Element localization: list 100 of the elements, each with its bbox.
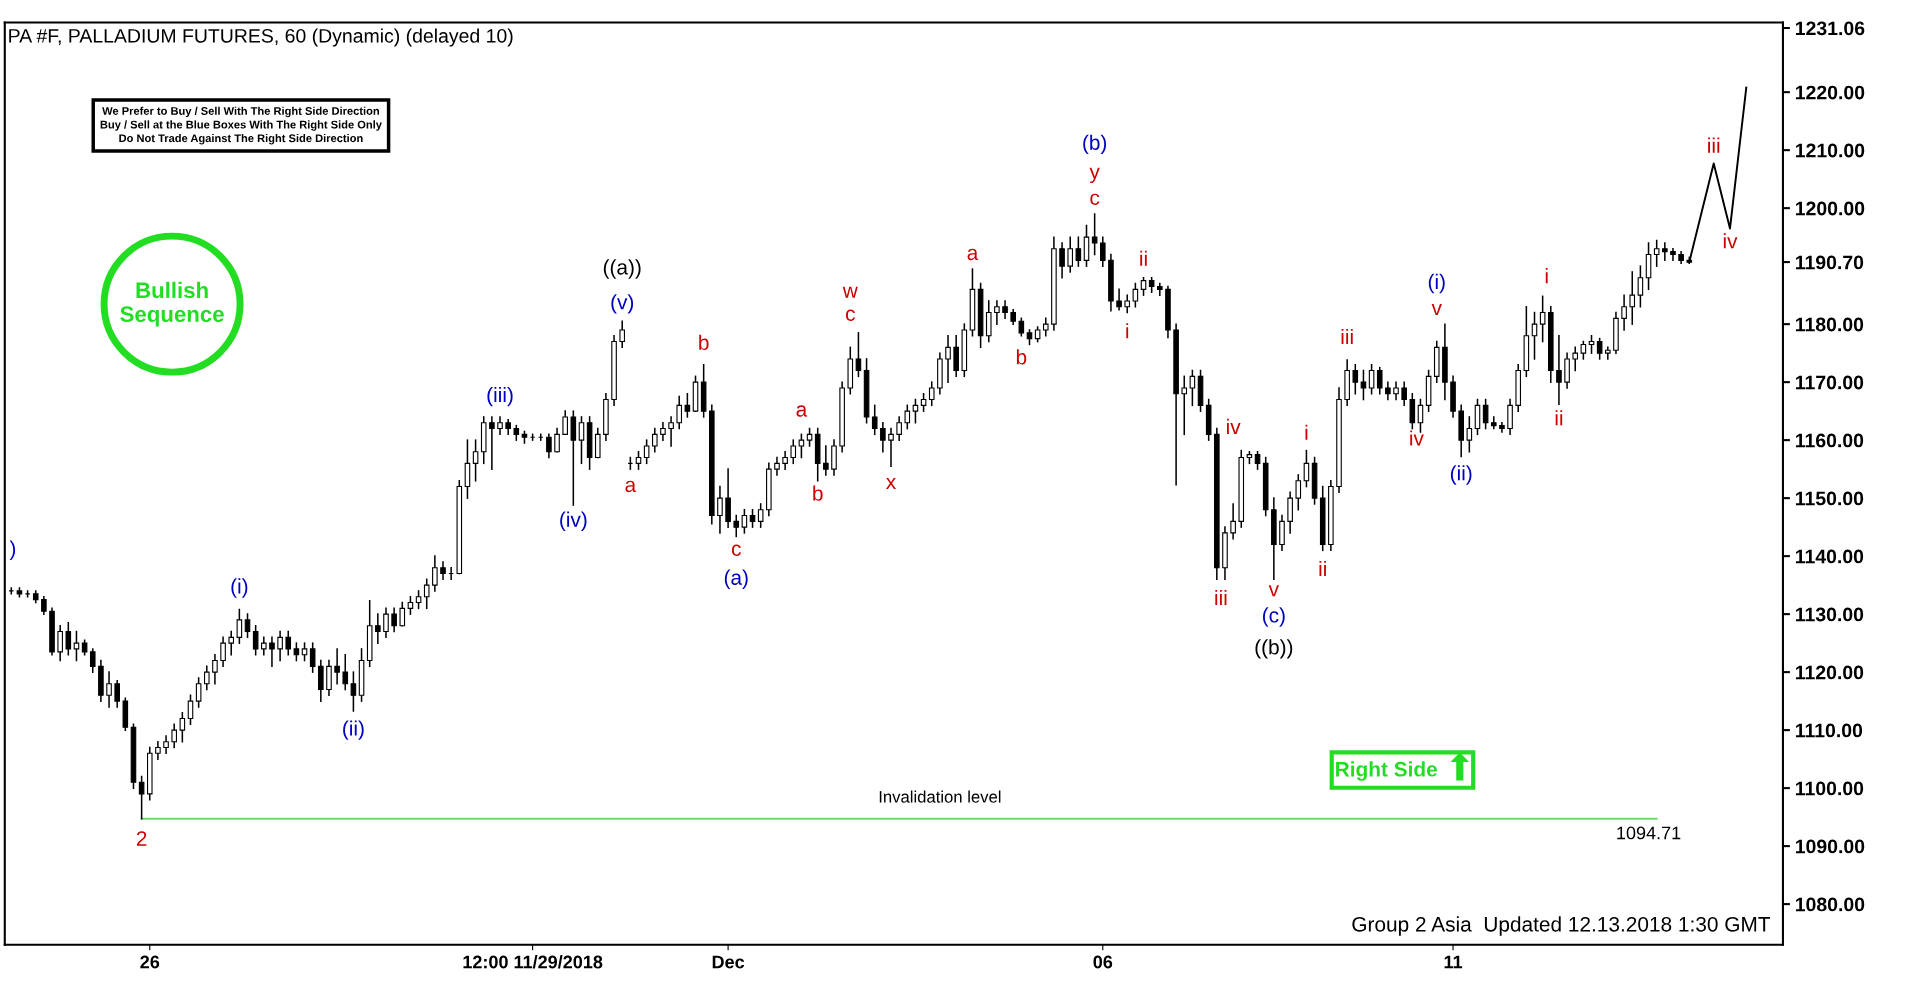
annotation: (iv) <box>560 511 587 532</box>
candlestick <box>236 608 243 644</box>
chart-title: PA #F, PALLADIUM FUTURES, 60 (Dynamic) (delayed 10) <box>9 28 513 47</box>
candlestick <box>65 622 72 656</box>
annotation: Right Side <box>1336 761 1437 781</box>
candlestick <box>1181 375 1188 436</box>
candlestick <box>733 514 740 538</box>
y-tick-label: 1090.00 <box>1795 839 1865 854</box>
candlestick <box>212 653 218 685</box>
annotation: ii <box>1319 560 1326 577</box>
candlestick <box>269 636 275 668</box>
candlestick <box>1556 334 1562 405</box>
annotation: c <box>845 309 855 322</box>
candlestick <box>871 404 878 436</box>
candlestick <box>1352 363 1359 395</box>
candlestick <box>1662 242 1668 262</box>
annotation: y <box>1089 167 1100 184</box>
candlestick <box>1059 242 1065 279</box>
candlestick <box>1099 236 1106 267</box>
candlestick <box>277 630 283 662</box>
candlestick <box>912 398 919 424</box>
candlestick <box>1621 294 1627 331</box>
candlestick <box>823 445 829 476</box>
annotation: (b) <box>1083 134 1107 155</box>
candlestick <box>1295 474 1302 511</box>
annotation: Group 2 Asia Updated 12.13.2018 1:30 GMT <box>1352 916 1771 936</box>
candlestick <box>1637 265 1644 308</box>
x-tick-label: 12:00 11/29/2018 <box>463 955 603 969</box>
y-tick-label: 1130.00 <box>1795 607 1864 622</box>
candlestick <box>717 485 723 534</box>
annotation: 1094.71 <box>1617 826 1681 840</box>
annotation: i <box>1126 323 1129 339</box>
annotation: (i) <box>1428 273 1445 294</box>
candlestick <box>1067 236 1074 273</box>
annotation: w <box>842 286 858 298</box>
candlestick <box>432 555 438 592</box>
candlestick <box>326 659 332 697</box>
candlestick <box>423 578 430 610</box>
candlestick <box>1539 295 1546 343</box>
candlestick <box>195 677 202 708</box>
annotation: a <box>967 248 979 261</box>
candlestick <box>57 624 63 662</box>
candlestick <box>1564 352 1570 389</box>
candlestick <box>1376 366 1383 395</box>
annotation: a <box>796 405 808 417</box>
candlestick <box>798 433 805 459</box>
candlestick <box>1075 236 1082 267</box>
y-tick-label: 1180.00 <box>1795 317 1864 332</box>
candlestick <box>945 334 951 383</box>
annotation: iii <box>1215 589 1227 606</box>
annotation: b <box>1016 349 1027 365</box>
candlestick <box>1507 398 1513 436</box>
candlestick <box>472 439 479 482</box>
candlestick <box>725 468 731 528</box>
annotation: iv <box>1226 418 1241 434</box>
candlestick <box>1116 288 1122 311</box>
candlestick <box>546 433 552 459</box>
annotation: b <box>699 334 709 351</box>
candlestick <box>1482 398 1489 430</box>
candlestick <box>1531 311 1538 360</box>
candlestick <box>643 439 650 465</box>
y-tick-label: 1080.00 <box>1795 897 1865 912</box>
annotation: iv <box>1723 233 1738 249</box>
candlestick <box>651 427 658 453</box>
candlestick <box>757 503 764 528</box>
candlestick <box>880 421 886 453</box>
candlestick <box>554 427 560 453</box>
candlestick <box>252 624 259 656</box>
annotation: (a) <box>724 569 748 590</box>
candlestick <box>1230 503 1236 540</box>
annotation: v <box>1268 585 1279 597</box>
candlestick <box>896 416 902 441</box>
candlestick <box>888 427 894 467</box>
candlestick <box>244 613 251 639</box>
candlestick <box>578 416 585 465</box>
candlestick <box>1368 363 1375 395</box>
annotation: i <box>1305 424 1308 440</box>
candlestick <box>619 320 626 349</box>
candlestick <box>187 694 194 726</box>
candlestick <box>1132 282 1139 308</box>
candlestick <box>1670 247 1676 262</box>
y-tick-label: 1110.00 <box>1795 723 1863 738</box>
annotation: iv <box>1410 430 1424 446</box>
candlestick <box>106 671 112 708</box>
candlestick <box>285 630 292 656</box>
candlestick <box>1653 239 1660 267</box>
y-tick-label: 1140.00 <box>1795 549 1864 564</box>
candlestick <box>1499 421 1505 433</box>
candlestick <box>1605 346 1611 360</box>
annotation: b <box>813 485 823 501</box>
candlestick <box>318 659 324 702</box>
annotation: ii <box>1140 250 1147 266</box>
y-tick-label: 1120.00 <box>1795 665 1864 680</box>
annotation: i <box>1545 268 1548 284</box>
annotation: x <box>886 478 896 490</box>
candlestick <box>562 410 568 436</box>
candlestick <box>350 671 357 712</box>
annotation: We Prefer to Buy / Sell With The Right Side Direction Buy / Sell at the Blue Boxes With The Right Side Only Do Not Trade Against The Right Side Direction <box>100 106 382 145</box>
candlestick <box>684 392 691 418</box>
candlestick <box>1360 369 1367 401</box>
